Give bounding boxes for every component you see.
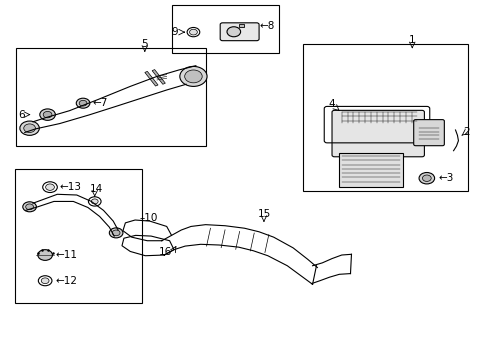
Circle shape bbox=[38, 249, 52, 260]
Text: ←13: ←13 bbox=[60, 182, 81, 192]
Circle shape bbox=[422, 175, 430, 181]
Circle shape bbox=[23, 202, 36, 212]
Bar bbox=[144, 71, 158, 86]
Circle shape bbox=[76, 98, 90, 108]
FancyBboxPatch shape bbox=[413, 120, 444, 146]
Text: 5: 5 bbox=[141, 39, 148, 49]
Bar bbox=[171, 5, 278, 53]
Text: 9: 9 bbox=[171, 27, 178, 37]
Text: 14: 14 bbox=[89, 184, 102, 194]
Circle shape bbox=[26, 204, 33, 210]
Text: ←8: ←8 bbox=[259, 21, 274, 31]
Text: –10: –10 bbox=[140, 213, 158, 223]
Circle shape bbox=[20, 121, 39, 135]
Bar bbox=[152, 69, 165, 84]
FancyBboxPatch shape bbox=[331, 111, 424, 157]
Bar bbox=[16, 48, 205, 146]
Circle shape bbox=[418, 172, 434, 184]
Text: 4: 4 bbox=[328, 99, 335, 109]
Text: ←7: ←7 bbox=[93, 98, 108, 108]
Circle shape bbox=[79, 100, 87, 106]
Text: 16: 16 bbox=[158, 247, 171, 257]
Text: 6: 6 bbox=[18, 110, 25, 120]
Bar bbox=[302, 44, 467, 191]
Circle shape bbox=[189, 29, 197, 35]
Circle shape bbox=[45, 184, 54, 190]
Circle shape bbox=[184, 70, 202, 83]
Circle shape bbox=[112, 230, 120, 236]
FancyBboxPatch shape bbox=[220, 23, 259, 41]
Circle shape bbox=[109, 228, 122, 238]
Circle shape bbox=[40, 109, 55, 120]
Circle shape bbox=[24, 124, 35, 132]
Circle shape bbox=[43, 111, 52, 118]
Circle shape bbox=[226, 27, 240, 37]
FancyBboxPatch shape bbox=[339, 153, 402, 187]
Circle shape bbox=[91, 199, 98, 204]
Bar bbox=[15, 169, 142, 303]
Circle shape bbox=[41, 278, 49, 284]
Text: ←12: ←12 bbox=[56, 276, 78, 286]
Text: 2: 2 bbox=[462, 127, 469, 137]
Text: 1: 1 bbox=[408, 35, 415, 45]
Text: ←11: ←11 bbox=[56, 250, 78, 260]
Text: 15: 15 bbox=[257, 208, 270, 219]
Bar bbox=[238, 24, 243, 27]
Text: ←3: ←3 bbox=[438, 173, 453, 183]
Circle shape bbox=[180, 66, 206, 86]
